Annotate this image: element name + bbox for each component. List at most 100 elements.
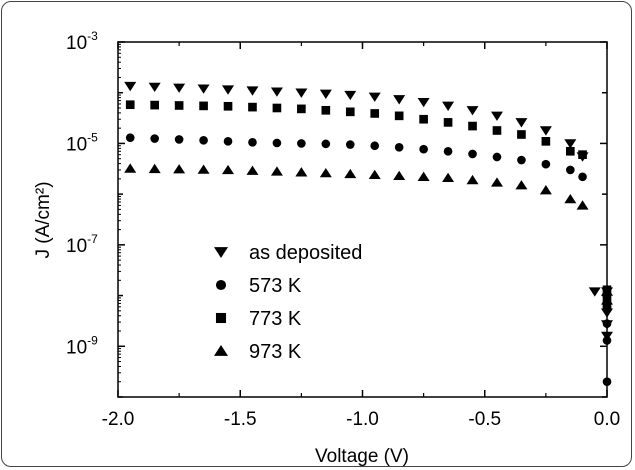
x-tick-label: -1.5 <box>224 409 257 430</box>
legend-label: 973 K <box>249 341 302 363</box>
x-tick-label: 0.0 <box>594 409 620 430</box>
data-point <box>173 83 186 93</box>
legend-label: 573 K <box>249 275 302 297</box>
series-773-k <box>125 100 612 312</box>
data-point <box>148 82 161 93</box>
data-markers <box>124 81 613 387</box>
legend: as deposited 573 K 773 K 973 K <box>214 242 362 363</box>
y-tick-label: 10-9 <box>66 333 98 358</box>
y-tick-labels: 10-3 10-5 10-7 10-9 <box>66 29 98 358</box>
data-point <box>601 295 613 305</box>
data-point <box>150 134 159 143</box>
data-point <box>223 101 233 111</box>
data-point <box>490 177 503 187</box>
data-point <box>124 81 137 92</box>
data-point <box>443 146 453 156</box>
data-point <box>566 146 575 156</box>
data-point <box>125 100 135 110</box>
data-point <box>602 377 612 387</box>
data-point <box>272 138 282 148</box>
data-point <box>466 174 479 185</box>
data-point <box>150 100 159 110</box>
data-point <box>564 139 577 149</box>
legend-marker <box>214 345 228 356</box>
data-point <box>124 163 137 173</box>
data-point <box>319 89 332 99</box>
data-point <box>248 138 257 147</box>
y-tick-label: 10-3 <box>66 29 98 54</box>
data-point <box>517 155 526 165</box>
data-point <box>344 90 357 101</box>
data-point <box>246 86 259 96</box>
data-point <box>199 136 208 145</box>
data-point <box>319 167 332 178</box>
data-point <box>223 137 233 146</box>
y-tick-label: 10-5 <box>66 130 98 155</box>
data-point <box>270 166 283 176</box>
x-tick-label: -1.0 <box>346 409 379 430</box>
data-point <box>321 105 331 115</box>
data-point <box>541 159 551 169</box>
data-point <box>344 168 357 179</box>
data-point <box>174 135 184 144</box>
data-point <box>468 149 477 159</box>
data-point <box>602 319 612 328</box>
data-point <box>173 164 186 174</box>
data-point <box>368 169 381 180</box>
data-point <box>370 109 380 118</box>
x-tick-labels: -2.0 -1.5 -1.0 -0.5 0.0 <box>102 409 621 430</box>
data-point <box>270 87 283 97</box>
legend-marker <box>214 247 228 258</box>
data-point <box>442 172 455 183</box>
data-point <box>564 193 577 204</box>
data-point <box>578 172 587 182</box>
data-point <box>394 111 404 121</box>
data-point <box>297 104 306 114</box>
x-axis-title: Voltage (V) <box>315 446 409 467</box>
data-point <box>443 118 453 127</box>
data-point <box>368 92 381 102</box>
legend-marker <box>215 312 227 324</box>
data-point <box>578 150 587 159</box>
data-point <box>517 130 526 139</box>
x-tick-label: -2.0 <box>102 409 135 430</box>
data-point <box>566 165 575 175</box>
legend-label: as deposited <box>249 242 362 264</box>
data-point <box>515 118 528 128</box>
data-point <box>197 84 210 94</box>
data-point <box>601 286 613 296</box>
data-point <box>246 165 259 175</box>
data-point <box>515 180 528 190</box>
data-point <box>199 101 208 111</box>
data-point <box>197 164 210 174</box>
legend-label: 773 K <box>249 308 302 330</box>
data-point <box>588 287 601 297</box>
data-point <box>394 142 404 152</box>
series-573-k <box>125 133 612 387</box>
data-point <box>174 101 184 110</box>
data-point <box>295 167 308 177</box>
data-point <box>393 170 406 180</box>
data-point <box>370 141 380 151</box>
data-point <box>222 164 235 175</box>
data-point <box>468 121 477 131</box>
data-point <box>602 336 612 345</box>
data-point <box>321 139 331 149</box>
data-point <box>295 88 308 98</box>
data-point <box>419 114 428 124</box>
y-tick-label: 10-7 <box>66 232 98 257</box>
axis-ticks <box>117 41 608 398</box>
plot-area <box>117 41 608 398</box>
data-point <box>345 107 355 117</box>
data-point <box>125 133 135 142</box>
x-tick-label: -0.5 <box>468 409 501 430</box>
data-point <box>541 137 551 146</box>
series-as-deposited <box>124 81 613 342</box>
data-point <box>417 98 430 108</box>
legend-marker <box>215 279 227 291</box>
data-point <box>148 163 161 174</box>
data-point <box>272 103 282 113</box>
data-point <box>490 111 503 121</box>
